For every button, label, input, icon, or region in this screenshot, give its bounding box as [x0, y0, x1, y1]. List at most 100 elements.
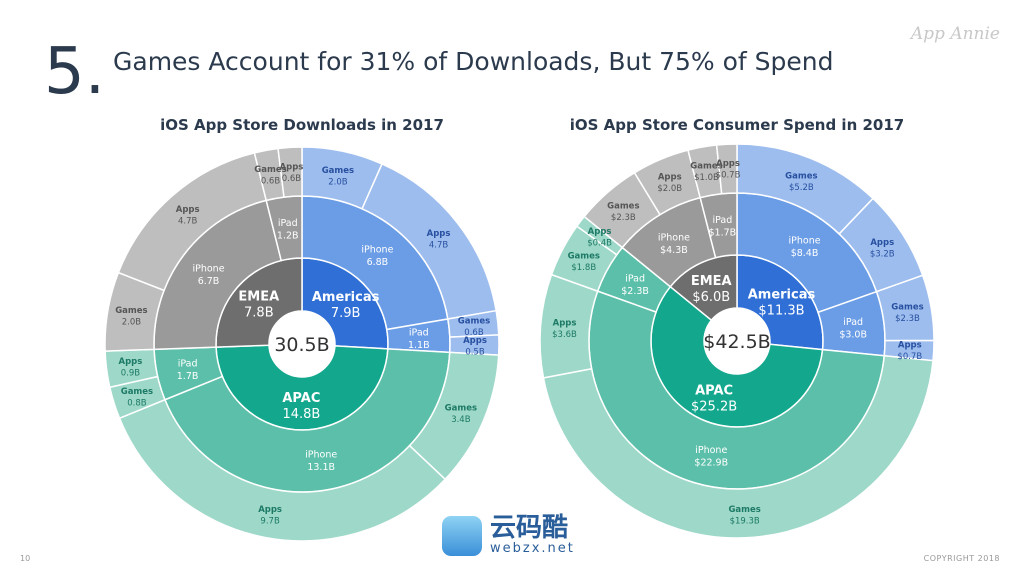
segment-value: 9.7B: [260, 517, 280, 527]
segment-label: iPhone: [695, 445, 727, 456]
segment-label: Apps: [553, 319, 577, 329]
watermark: 云码酷 webzx.net: [442, 515, 575, 556]
segment-label: Games: [607, 202, 639, 212]
segment-value: $2.0B: [657, 184, 682, 194]
segment-label: Apps: [898, 340, 922, 350]
segment-value: $5.2B: [789, 183, 814, 193]
segment-label: Apps: [588, 227, 612, 237]
segment-value: $19.3B: [730, 516, 760, 526]
segment-value: $11.3B: [758, 304, 804, 319]
segment-value: 4.7B: [429, 240, 449, 250]
segment-value: 0.9B: [121, 369, 141, 379]
segment-value: $1.7B: [709, 227, 737, 238]
segment-label: iPad: [178, 359, 198, 370]
chart-title-spend: iOS App Store Consumer Spend in 2017: [569, 116, 905, 134]
total-value: 30.5B: [274, 334, 329, 356]
sunburst-chart-0: Games2.0BApps4.7BiPhone6.8BGames0.6BApps…: [104, 146, 500, 542]
segment-value: $3.0B: [839, 329, 867, 340]
copyright: COPYRIGHT 2018: [923, 554, 1000, 563]
center-hole: [704, 308, 770, 374]
segment-value: 2.0B: [122, 318, 142, 328]
segment-label: Apps: [280, 162, 304, 172]
segment-label: Games: [445, 403, 477, 413]
segment-value: 2.0B: [328, 177, 348, 187]
watermark-text: 云码酷: [490, 513, 569, 543]
segment-label: EMEA: [691, 274, 732, 289]
segment-label: Games: [121, 387, 153, 397]
segment-label: Games: [458, 316, 490, 326]
sunburst-chart-1: Games$5.2BApps$3.2BiPhone$8.4BGames$2.3B…: [539, 143, 935, 539]
segment-value: $22.9B: [694, 458, 728, 469]
segment-value: 0.6B: [282, 174, 302, 184]
segment-value: 4.7B: [178, 217, 198, 227]
segment-label: Games: [115, 306, 147, 316]
segment-value: 0.6B: [464, 328, 484, 338]
watermark-logo-icon: [442, 515, 482, 556]
category-segment-apps: [277, 146, 303, 198]
segment-value: 1.7B: [177, 371, 199, 382]
segment-label: Americas: [312, 290, 380, 305]
segment-label: Games: [728, 505, 760, 515]
segment-label: Games: [690, 162, 722, 172]
segment-value: 6.8B: [367, 257, 389, 268]
segment-value: $4.3B: [660, 245, 688, 256]
segment-value: 13.1B: [307, 462, 335, 473]
segment-value: $1.0B: [694, 173, 719, 183]
slide-title: Games Account for 31% of Downloads, But …: [113, 47, 834, 76]
segment-value: 7.9B: [331, 306, 361, 321]
segment-value: $0.4B: [587, 238, 612, 248]
segment-value: $1.8B: [571, 263, 596, 273]
segment-label: EMEA: [238, 289, 279, 304]
segment-label: iPad: [712, 215, 732, 226]
segment-label: iPad: [278, 218, 298, 229]
app-annie-logo: App Annie: [910, 24, 1000, 44]
segment-label: Apps: [427, 229, 451, 239]
segment-value: 7.8B: [244, 305, 274, 320]
segment-label: iPhone: [658, 232, 690, 243]
segment-label: Games: [891, 303, 923, 313]
segment-label: Games: [568, 252, 600, 262]
segment-label: iPhone: [192, 264, 224, 275]
segment-value: $3.6B: [552, 330, 577, 340]
segment-value: $8.4B: [791, 248, 819, 259]
segment-label: APAC: [282, 391, 320, 406]
segment-value: 1.2B: [277, 230, 299, 241]
segment-label: iPad: [409, 327, 429, 338]
segment-value: $6.0B: [692, 290, 730, 305]
segment-label: APAC: [695, 383, 733, 398]
segment-label: Apps: [119, 357, 143, 367]
segment-label: iPhone: [361, 245, 393, 256]
total-value: $42.5B: [703, 331, 770, 353]
segment-value: 1.1B: [408, 340, 430, 351]
segment-value: 0.5B: [465, 347, 485, 357]
segment-value: $0.7B: [897, 352, 922, 362]
segment-label: iPad: [625, 274, 645, 285]
segment-label: Americas: [748, 288, 816, 303]
segment-value: $2.3B: [895, 314, 920, 324]
slide-number: 5.: [44, 35, 106, 109]
segment-label: iPhone: [789, 235, 821, 246]
segment-value: $2.3B: [611, 213, 636, 223]
segment-label: Games: [322, 166, 354, 176]
segment-label: Apps: [870, 238, 894, 248]
page-number: 10: [20, 554, 31, 563]
segment-value: $3.2B: [870, 250, 895, 260]
segment-label: Apps: [463, 336, 487, 346]
category-segment-games: [542, 354, 934, 539]
center-hole: [269, 311, 335, 377]
segment-label: Apps: [258, 505, 282, 515]
segment-label: iPad: [843, 317, 863, 328]
segment-label: Apps: [658, 173, 682, 183]
segment-value: 0.8B: [127, 398, 147, 408]
segment-value: $25.2B: [691, 399, 737, 414]
category-segment-apps: [715, 143, 738, 195]
segment-label: iPhone: [305, 449, 337, 460]
chart-title-downloads: iOS App Store Downloads in 2017: [160, 116, 444, 134]
segment-label: Apps: [716, 159, 740, 169]
segment-label: Apps: [176, 205, 200, 215]
watermark-url: webzx.net: [490, 541, 575, 556]
segment-value: 3.4B: [451, 415, 471, 425]
segment-value: $2.3B: [621, 286, 649, 297]
segment-value: 6.7B: [198, 276, 220, 287]
segment-value: 14.8B: [282, 407, 320, 422]
